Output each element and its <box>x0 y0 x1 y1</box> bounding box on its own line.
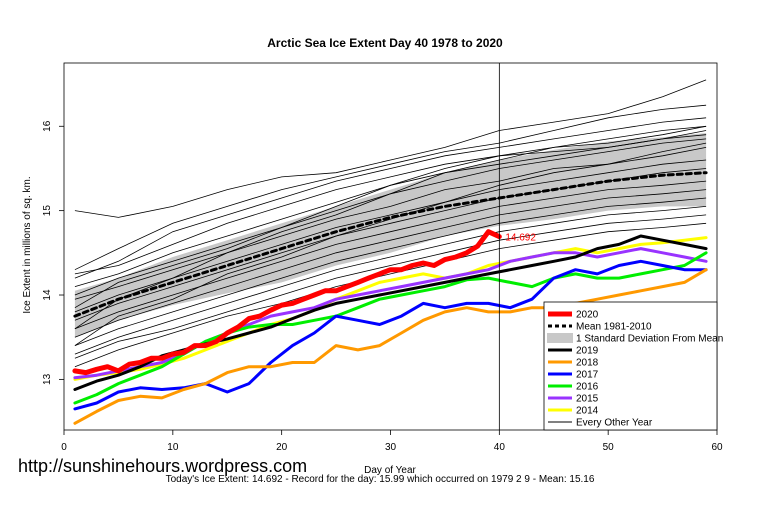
x-axis: 0 10 20 30 40 50 60 <box>61 430 723 453</box>
footer-stats: Today's Ice Extent: 14.692 - Record for … <box>165 474 595 485</box>
x-axis-label: Day of Year <box>364 465 416 476</box>
legend-label: 2017 <box>576 370 599 381</box>
other-year-line-2 <box>74 104 707 271</box>
legend-label: 2016 <box>576 382 599 393</box>
legend-label: 2019 <box>576 346 599 357</box>
series-line-2020 <box>72 229 502 376</box>
chart-title: Arctic Sea Ice Extent Day 40 1978 to 202… <box>267 36 503 50</box>
legend-box <box>543 301 718 431</box>
series-line-2016 <box>73 251 708 405</box>
x-tick-label: 10 <box>167 442 179 453</box>
other-year-line-14 <box>74 214 707 359</box>
series-line-2014 <box>73 236 708 381</box>
other-year-line-18 <box>74 142 707 346</box>
other-year-line-1 <box>74 79 707 218</box>
other-year-line-16 <box>74 125 707 330</box>
other-year-line-17 <box>74 130 707 309</box>
y-axis: 13 14 15 16 <box>42 120 64 385</box>
other-year-line-11 <box>74 189 707 338</box>
series-line-2018 <box>73 268 708 425</box>
x-tick-label: 20 <box>276 442 288 453</box>
other-year-line-13 <box>74 206 707 355</box>
legend-key-1-standard-deviation-from-mean <box>547 333 573 343</box>
std-dev-band <box>74 133 707 338</box>
other-year-line-3 <box>74 117 707 279</box>
y-tick-label: 13 <box>42 373 53 385</box>
watermark-url: http://sunshinehours.wordpress.com <box>18 456 308 476</box>
other-year-line-4 <box>74 125 707 275</box>
y-tick-label: 16 <box>42 120 53 132</box>
x-tick-label: 0 <box>61 442 67 453</box>
series-line-2017 <box>73 259 708 411</box>
legend-label: Every Other Year <box>576 418 653 429</box>
y-axis-label: Ice Extent in millions of sq. km. <box>22 176 33 313</box>
x-tick-label: 60 <box>711 442 723 453</box>
legend-label: 1 Standard Deviation From Mean <box>576 334 723 345</box>
legend-label: 2014 <box>576 406 599 417</box>
x-tick-label: 50 <box>603 442 615 453</box>
plot-area: 14.692 <box>63 62 718 431</box>
y-tick-label: 14 <box>42 289 53 301</box>
other-year-line-10 <box>74 180 707 330</box>
current-value-label: 14.692 <box>505 233 536 244</box>
x-tick-label: 40 <box>494 442 506 453</box>
other-year-line-15 <box>74 222 707 368</box>
legend-label: Mean 1981-2010 <box>576 322 652 333</box>
other-year-line-12 <box>74 197 707 346</box>
legend-label: 2018 <box>576 358 599 369</box>
series-line-mean-1981-2010 <box>73 171 708 318</box>
legend-label: 2020 <box>576 310 599 321</box>
y-tick-label: 15 <box>42 205 53 217</box>
x-tick-label: 30 <box>385 442 397 453</box>
legend-label: 2015 <box>576 394 599 405</box>
